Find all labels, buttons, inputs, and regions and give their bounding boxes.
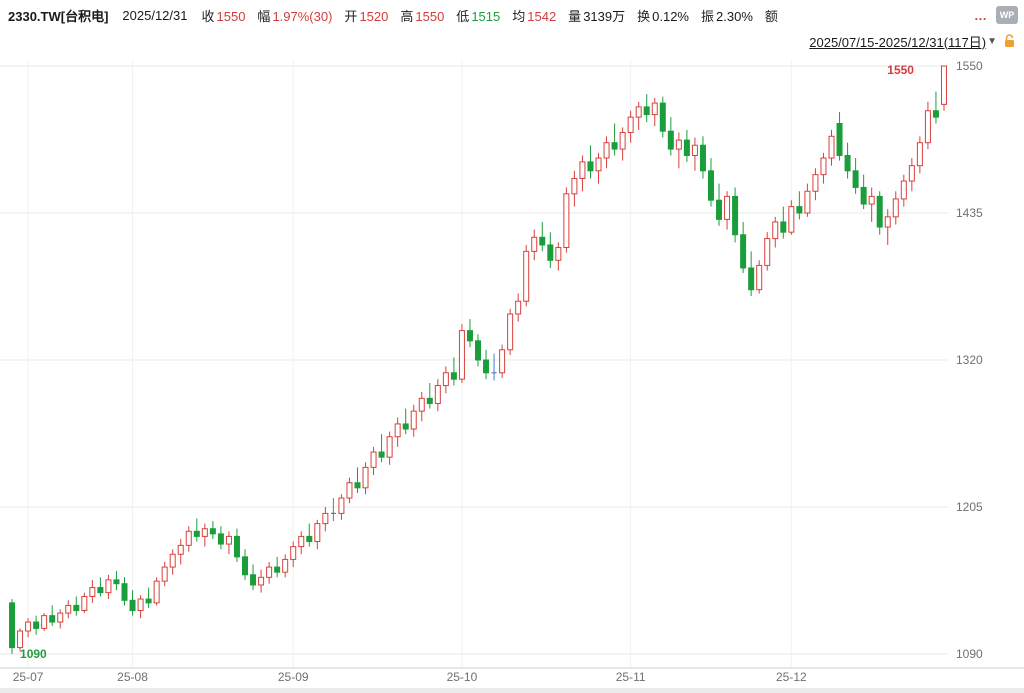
wp-logo: WP [996,6,1018,24]
field-open: 开 1520 [344,6,388,25]
svg-text:25-08: 25-08 [117,670,148,684]
svg-text:1550: 1550 [887,63,914,77]
field-close-label: 收 [201,8,215,24]
field-amount-label: 额 [764,8,778,24]
field-volume: 量 3139万 [568,6,625,25]
field-volume-value: 3139万 [583,8,626,24]
svg-text:1320: 1320 [956,353,983,367]
field-amplitude-label: 振 [701,8,715,24]
field-turnover: 换 0.12% [637,6,689,25]
field-open-label: 开 [344,8,358,24]
field-close: 收 1550 [201,6,245,25]
field-high-value: 1550 [415,8,445,24]
svg-text:25-09: 25-09 [278,670,309,684]
svg-text:1090: 1090 [20,647,47,661]
field-avg-label: 均 [512,8,526,24]
svg-text:25-10: 25-10 [447,670,478,684]
field-low-value: 1515 [471,8,501,24]
field-volume-label: 量 [568,8,582,24]
field-avg-value: 1542 [527,8,557,24]
field-amplitude: 振 2.30% [701,6,753,25]
field-turnover-label: 换 [637,8,651,24]
svg-text:25-12: 25-12 [776,670,807,684]
svg-text:1550: 1550 [956,59,983,73]
field-close-value: 1550 [216,8,246,24]
field-amplitude-value: 2.30% [716,8,753,24]
field-low-label: 低 [456,8,470,24]
field-amount: 额 [765,6,780,25]
more-fields-icon[interactable]: … [974,7,988,23]
lock-icon[interactable] [1003,34,1016,48]
field-high-label: 高 [400,8,414,24]
svg-text:1205: 1205 [956,500,983,514]
svg-text:25-11: 25-11 [616,670,646,684]
field-change-value: 1.97%(30) [272,8,333,24]
field-change-label: 幅 [257,8,271,24]
field-avg: 均 1542 [512,6,556,25]
field-low: 低 1515 [456,6,500,25]
trade-date: 2025/12/31 [122,7,188,23]
svg-text:1090: 1090 [956,647,983,661]
quote-header: 2330.TW[台积电] 2025/12/31 收 1550 幅 1.97%(30)… [0,0,1024,30]
date-range-selector[interactable]: 2025/07/15-2025/12/31(117日) [809,34,987,50]
field-open-value: 1520 [359,8,389,24]
svg-text:25-07: 25-07 [13,670,44,684]
range-bar: 2025/07/15-2025/12/31(117日) ▼ [0,30,1024,52]
field-change: 幅 1.97%(30) [257,6,332,25]
chevron-down-icon[interactable]: ▼ [987,35,997,47]
symbol-name: 2330.TW[台积电] [8,8,109,24]
field-high: 高 1550 [400,6,444,25]
svg-text:1435: 1435 [956,206,983,220]
field-turnover-value: 0.12% [652,8,689,24]
candlestick-chart[interactable]: 1090 1205 1320 1435 1550 25-07 25-08 25-09 25-10… [0,52,1024,693]
